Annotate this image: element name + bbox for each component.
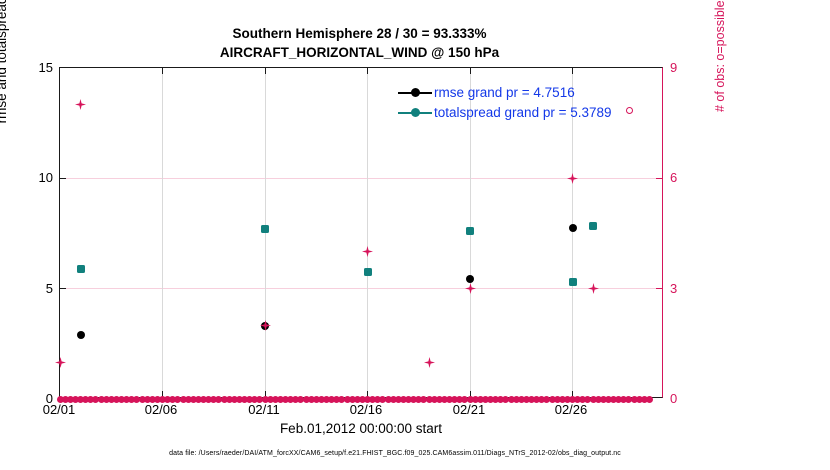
x-axis-tick-0211: 02/11 (248, 402, 280, 417)
gridline-x-0216 (367, 68, 368, 397)
legend-marker-totalspread (411, 108, 420, 117)
plot-area: rmse grand pr = 4.7516 totalspread grand… (54, 67, 663, 403)
data-point-obs-assimilated (75, 99, 86, 111)
data-point-obs-assimilated (259, 319, 271, 331)
data-point-rmse (568, 223, 577, 232)
gridline-x-0226 (572, 68, 573, 397)
chart-title: Southern Hemisphere 28 / 30 = 93.333% AI… (0, 24, 719, 62)
legend-open-circle-icon (626, 107, 633, 114)
data-point-obs-possible (645, 395, 653, 403)
tick-right-6 (656, 178, 662, 180)
tick-top-0211 (265, 68, 267, 74)
y-axis-left-tick-5: 5 (45, 281, 53, 296)
tick-bottom-0211 (265, 391, 267, 397)
y-axis-right-label: # of obs: o=possible; ∗=assimilated (713, 0, 727, 112)
x-axis-tick-0226: 02/26 (554, 402, 588, 417)
legend-item-totalspread[interactable]: totalspread grand pr = 5.3789 (398, 103, 648, 123)
gridline-y-10 (60, 178, 662, 179)
chart-title-line-2: AIRCRAFT_HORIZONTAL_WIND @ 150 hPa (219, 45, 500, 60)
y-axis-right-tick-0: 0 (670, 391, 678, 406)
y-axis-left-tick-15: 15 (38, 60, 53, 75)
legend-item-rmse[interactable]: rmse grand pr = 4.7516 (398, 83, 648, 103)
x-axis-tick-0216: 02/16 (349, 402, 383, 417)
tick-left-10 (60, 178, 66, 180)
y-axis-right-tick-6: 6 (670, 170, 678, 185)
data-point-totalspread (466, 227, 474, 236)
data-point-totalspread (589, 221, 597, 230)
gridline-x-0206 (162, 68, 163, 397)
chart-title-line-1: Southern Hemisphere 28 / 30 = 93.333% (232, 26, 487, 41)
data-point-obs-assimilated (464, 283, 476, 295)
y-axis-right-tick-3: 3 (670, 281, 678, 296)
x-axis-label: Feb.01,2012 00:00:00 start (279, 421, 443, 436)
tick-left-5 (60, 288, 66, 290)
tick-bottom-0226 (572, 391, 574, 397)
tick-right-3 (656, 288, 662, 290)
y-axis-left-tick-10: 10 (38, 170, 53, 185)
y-axis-right-tick-9: 9 (670, 60, 678, 75)
data-point-obs-assimilated (362, 246, 373, 258)
legend-label-rmse: rmse grand pr = 4.7516 (434, 85, 575, 100)
legend-label-totalspread: totalspread grand pr = 5.3789 (434, 105, 612, 120)
tick-top-0206 (162, 68, 164, 74)
data-point-totalspread (261, 225, 269, 234)
data-point-obs-assimilated (423, 356, 435, 368)
y-axis-left-tick-0: 0 (45, 391, 53, 406)
data-point-obs-assimilated (567, 172, 578, 184)
data-point-obs-assimilated (54, 356, 66, 368)
data-file-footer: data file: /Users/raeder/DAI/ATM_forcXX/… (169, 450, 621, 457)
gridline-y-5 (60, 288, 662, 289)
chart-legend: rmse grand pr = 4.7516 totalspread grand… (398, 83, 648, 123)
data-point-totalspread (363, 268, 372, 277)
tick-bottom-0221 (470, 391, 472, 397)
data-point-rmse (466, 274, 474, 283)
x-axis-tick-0206: 02/06 (144, 402, 178, 417)
tick-top-0226 (572, 68, 574, 74)
legend-marker-rmse (411, 88, 420, 97)
y-axis-left-label: rmse and totalspread (0, 0, 9, 124)
tick-top-0216 (367, 68, 369, 74)
data-point-obs-assimilated (587, 283, 599, 295)
x-axis-tick-0201: 02/01 (42, 402, 76, 417)
x-axis-tick-0221: 02/21 (452, 402, 486, 417)
tick-top-0221 (470, 68, 472, 74)
data-point-rmse (76, 331, 85, 339)
tick-bottom-0206 (162, 391, 164, 397)
tick-bottom-0216 (367, 391, 369, 397)
data-point-totalspread (76, 264, 85, 273)
data-point-totalspread (568, 278, 577, 287)
